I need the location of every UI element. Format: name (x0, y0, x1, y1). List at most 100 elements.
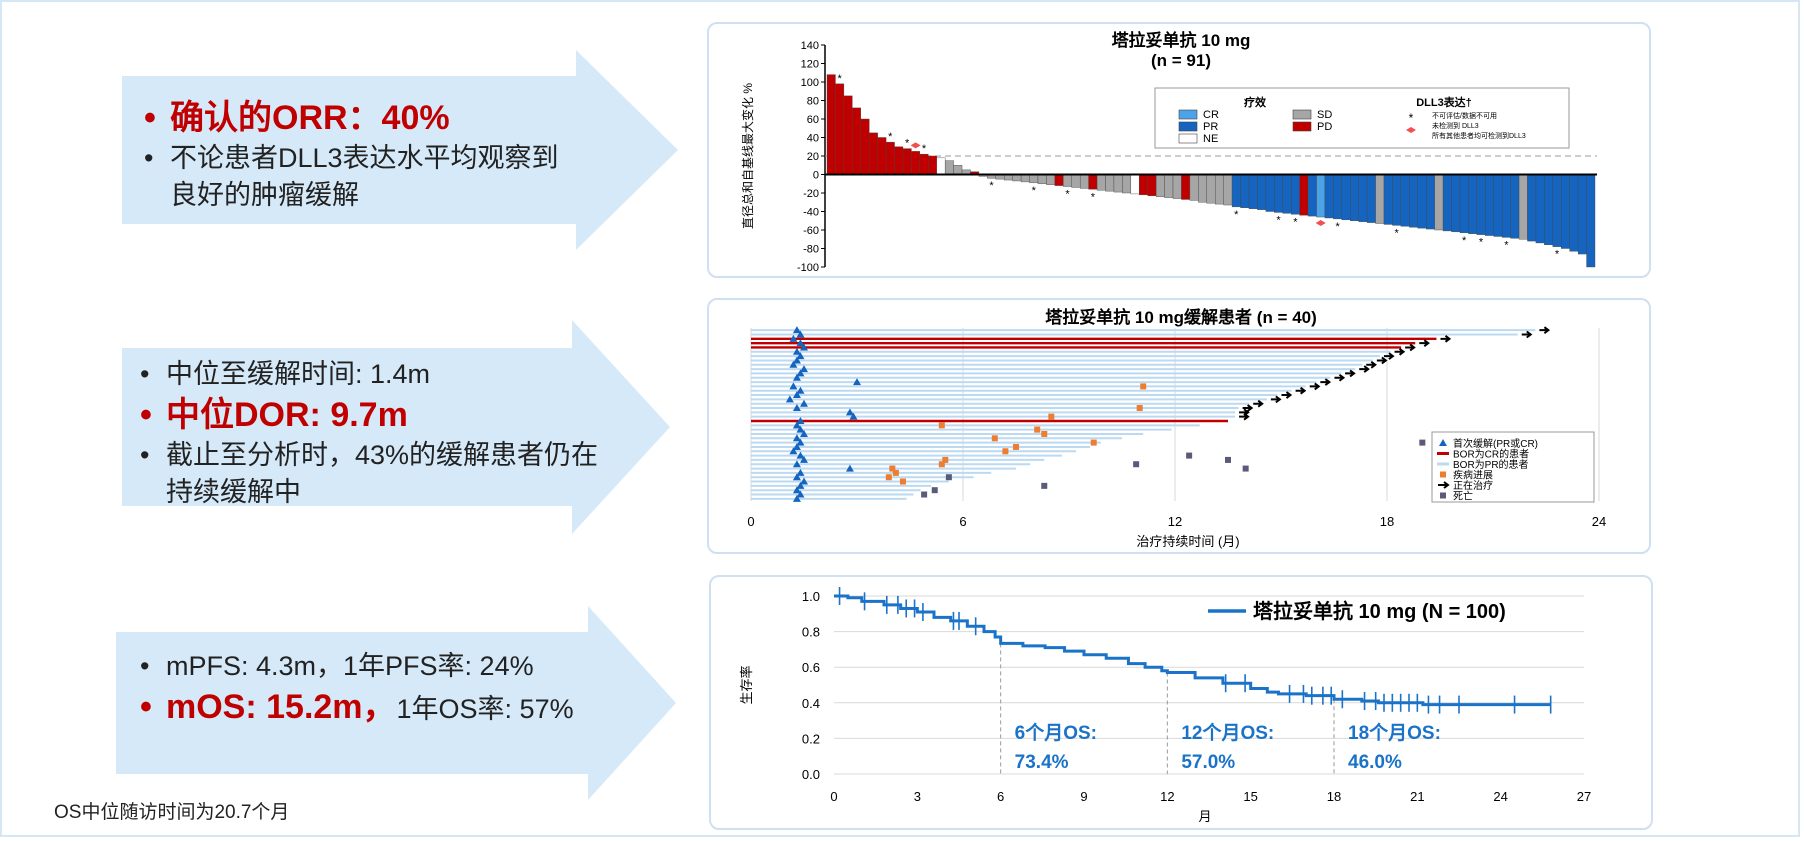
waterfall-bar (1510, 174, 1520, 239)
summary-panel-survival: mPFS: 4.3m，1年PFS率: 24%mOS: 15.2m，1年OS率: … (116, 606, 676, 800)
swimmer-ongoing-arrow (1295, 386, 1307, 395)
swimmer-first-response-marker (792, 356, 801, 364)
waterfall-bar (1071, 174, 1081, 188)
km-xlabel: 月 (1198, 809, 1211, 824)
swimmer-progression-marker (942, 456, 949, 463)
swimmer-first-response-marker (853, 378, 861, 386)
swimmer-death-marker (931, 487, 938, 494)
waterfall-bar (1569, 174, 1579, 252)
swimmer-xtick-label: 6 (959, 514, 966, 529)
km-xtick-label: 12 (1160, 789, 1174, 804)
waterfall-bar (1375, 174, 1385, 224)
swimmer-legend-label: BOR为CR的患者 (1453, 448, 1529, 461)
waterfall-bar (1139, 174, 1148, 196)
waterfall-star-marker: * (1462, 235, 1467, 247)
waterfall-star-marker: * (1065, 189, 1070, 201)
swimmer-chart-box: 塔拉妥单抗 10 mg缓解患者 (n = 40) 0 6 12 18 24 治疗持续时间 (… (707, 298, 1651, 554)
waterfall-bar (1350, 174, 1359, 221)
waterfall-legend-dll3-label: 所有其他患者均可检测到DLL3 (1432, 131, 1526, 140)
waterfall-bar (1577, 174, 1587, 255)
swimmer-ongoing-arrow (1242, 404, 1254, 412)
waterfall-legend-diamond-symbol (1406, 127, 1416, 133)
swimmer-first-response-marker (845, 464, 854, 472)
orr-bullet-1: 不论患者DLL3表达水平均观察到良好的肿瘤缓解 (138, 140, 578, 214)
waterfall-bar (1248, 174, 1258, 209)
waterfall-bar (1451, 174, 1461, 233)
km-xtick-label: 9 (1080, 789, 1087, 804)
km-annotation-label: 18个月OS: (1348, 722, 1441, 744)
waterfall-legend-dll3-label: 不可评估/数据不可用 (1432, 111, 1497, 120)
waterfall-bar (1459, 174, 1469, 233)
waterfall-bar (1366, 174, 1376, 223)
waterfall-ytick-label: 60 (807, 114, 819, 126)
swimmer-ongoing-arrow (1539, 326, 1551, 334)
waterfall-diamond-marker (1315, 220, 1326, 227)
swimmer-progression-marker (991, 435, 998, 442)
swimmer-first-response-marker (785, 395, 794, 403)
waterfall-star-marker: * (989, 180, 994, 192)
waterfall-bar (852, 107, 861, 175)
km-ytick-label: 0.4 (802, 696, 820, 711)
waterfall-bar (1527, 174, 1537, 242)
dor-bullet-2: 截止至分析时，43%的缓解患者仍在持续缓解中 (134, 437, 604, 511)
waterfall-ytick-label: -40 (803, 207, 819, 219)
swimmer-first-response-marker (800, 399, 808, 407)
swimmer-legend-label: 首次缓解(PR或CR) (1453, 437, 1538, 450)
survival-bullet-0: mPFS: 4.3m，1年PFS率: 24% (134, 648, 604, 685)
swimmer-xtick-label: 18 (1380, 514, 1394, 529)
waterfall-star-marker: * (1479, 237, 1484, 249)
waterfall-bar (1299, 174, 1309, 216)
waterfall-bar (902, 148, 912, 175)
swimmer-first-response-marker (796, 386, 805, 394)
swimmer-xtick-label: 24 (1592, 514, 1606, 529)
swimmer-ongoing-arrow (1281, 391, 1293, 399)
waterfall-bar (1586, 174, 1596, 268)
waterfall-bar (1223, 174, 1233, 206)
waterfall-bar (1020, 174, 1030, 183)
waterfall-star-marker: * (888, 131, 893, 143)
swimmer-death-marker (921, 491, 928, 498)
orr-bullet-list: 确认的ORR：40%不论患者DLL3表达水平均观察到良好的肿瘤缓解 (138, 96, 578, 214)
km-survival-curve (834, 594, 1551, 707)
swimmer-first-response-marker (792, 373, 801, 381)
waterfall-bar (1265, 174, 1275, 212)
waterfall-bar (1316, 174, 1326, 218)
swimmer-first-response-marker (800, 429, 808, 437)
waterfall-ytick-label: -100 (797, 262, 819, 274)
waterfall-ytick-label: -60 (803, 225, 819, 237)
waterfall-diamond-marker (910, 142, 921, 149)
waterfall-bar (936, 157, 946, 175)
waterfall-ylabel: 直径总和自基线最大变化 % (740, 83, 755, 229)
waterfall-bar (1358, 174, 1368, 222)
waterfall-bar (860, 118, 870, 175)
swimmer-ongoing-arrow (1405, 343, 1416, 352)
waterfall-bar (1037, 174, 1047, 184)
swimmer-first-response-marker (792, 494, 801, 502)
waterfall-bar (1434, 174, 1444, 231)
waterfall-bar (1400, 174, 1410, 227)
waterfall-bar (1485, 174, 1494, 236)
waterfall-bar (1282, 174, 1292, 214)
km-chart-box: 0.0 0.2 0.4 0.6 0.8 1.0 0 3 6 9 12 15 18 21 24 27 生存率月 6个… (709, 575, 1653, 830)
swimmer-first-response-marker (792, 421, 801, 429)
waterfall-bar (1307, 174, 1317, 217)
swimmer-first-response-marker (792, 486, 801, 494)
waterfall-legend-swatch (1292, 109, 1312, 120)
waterfall-bar (1206, 174, 1216, 204)
swimmer-xlabel: 治疗持续时间 (月) (1136, 534, 1239, 549)
swimmer-progression-marker (1002, 448, 1009, 455)
waterfall-bar (1561, 174, 1570, 249)
waterfall-bar (1333, 174, 1343, 220)
waterfall-bar (1544, 174, 1554, 246)
swimmer-ongoing-arrow (1376, 356, 1388, 365)
swimmer-first-response-marker (796, 468, 805, 476)
swimmer-first-response-marker (796, 451, 805, 459)
swimmer-ongoing-arrow (1345, 369, 1356, 378)
waterfall-ytick-label: 100 (801, 77, 819, 89)
waterfall-legend-dll3-title: DLL3表达† (1416, 95, 1472, 109)
swimmer-xtick-label: 12 (1168, 514, 1182, 529)
km-xtick-label: 15 (1243, 789, 1257, 804)
swimmer-death-marker (1242, 465, 1249, 472)
waterfall-bar (1181, 174, 1191, 200)
swimmer-first-response-marker (800, 455, 808, 463)
